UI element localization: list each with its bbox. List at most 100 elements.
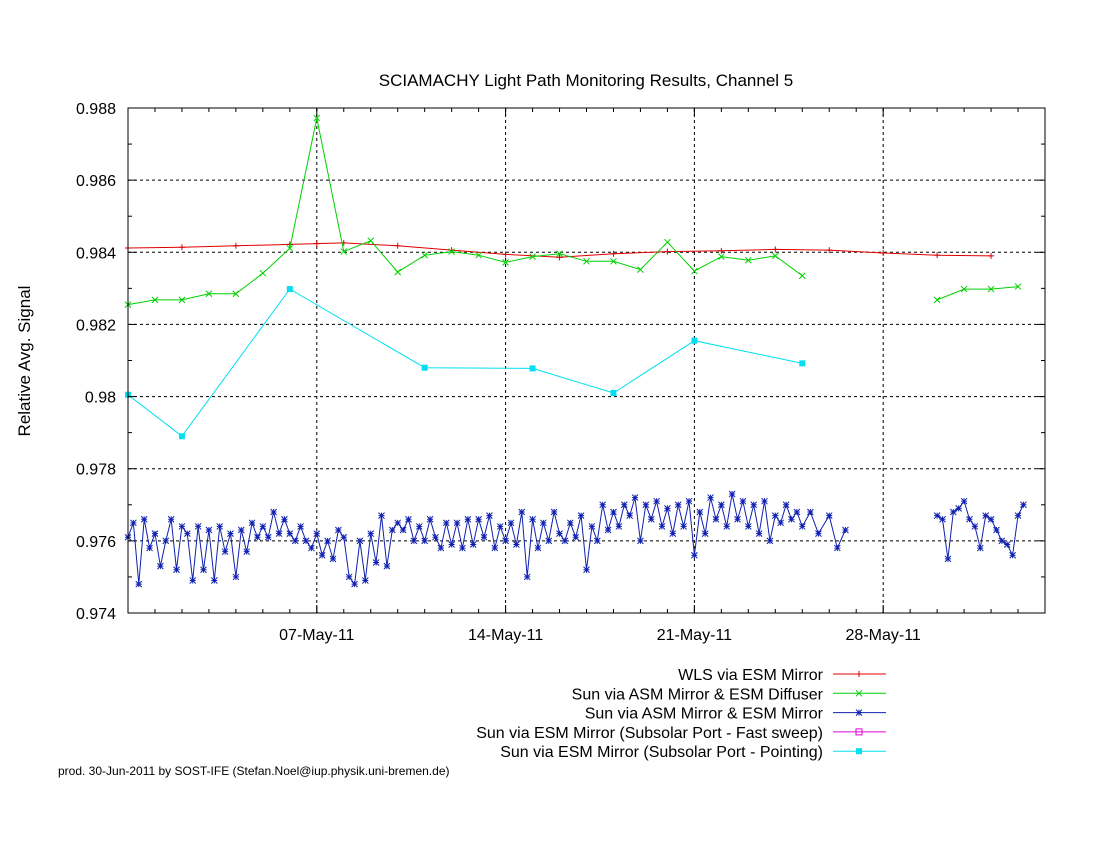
data-point (772, 246, 779, 253)
data-point (173, 566, 180, 574)
data-point (459, 544, 466, 552)
data-point (583, 257, 590, 265)
legend-label: Sun via ASM Mirror & ESM Diffuser (572, 686, 824, 703)
data-point (178, 433, 185, 440)
data-point (691, 267, 698, 275)
data-point (583, 566, 590, 574)
data-point (340, 533, 348, 541)
data-point (394, 519, 402, 527)
data-point (523, 573, 531, 581)
data-point (178, 296, 186, 304)
data-point (529, 253, 536, 260)
data-point (664, 248, 671, 255)
data-point (593, 537, 601, 545)
data-point (275, 530, 283, 537)
y-tick-label: 0.984 (76, 245, 116, 262)
data-point (491, 544, 499, 552)
y-tick-label: 0.978 (76, 462, 116, 479)
data-point (529, 365, 536, 372)
data-point (194, 523, 202, 530)
data-point (1020, 501, 1027, 509)
data-point (140, 515, 148, 523)
data-point (313, 530, 321, 537)
data-point (286, 286, 293, 293)
data-point (960, 285, 968, 293)
data-point (529, 515, 536, 523)
data-point (167, 515, 175, 523)
data-point (421, 364, 428, 371)
data-point (718, 247, 725, 254)
data-point (151, 296, 159, 304)
data-point (480, 533, 488, 541)
data-point (297, 523, 304, 530)
data-point (415, 523, 423, 530)
data-point (259, 269, 267, 277)
x-tick-label: 21-May-11 (657, 627, 732, 644)
data-point (826, 247, 833, 254)
data-point (264, 533, 272, 541)
data-point (798, 272, 806, 280)
data-point (1009, 551, 1016, 559)
data-point (771, 512, 779, 519)
data-point (394, 242, 401, 249)
data-point (335, 526, 342, 534)
data-point (399, 526, 407, 534)
data-point (486, 512, 493, 519)
data-point (367, 237, 375, 245)
data-point (966, 515, 973, 523)
data-point (944, 555, 952, 563)
data-point (340, 248, 348, 255)
data-point (232, 573, 240, 581)
data-point (998, 537, 1006, 545)
data-point (318, 551, 326, 559)
data-point (227, 530, 234, 537)
data-point (610, 508, 617, 516)
data-point (691, 337, 698, 344)
data-point (183, 530, 191, 537)
data-point (856, 671, 862, 677)
data-point (405, 515, 412, 523)
data-point (351, 580, 358, 588)
data-point (469, 541, 477, 548)
data-point (933, 512, 941, 519)
data-point (432, 533, 439, 541)
y-tick-label: 0.974 (76, 606, 116, 623)
data-point (502, 251, 509, 258)
data-point (971, 523, 979, 530)
data-point (254, 533, 261, 541)
data-point (232, 242, 239, 249)
legend-label: Sun via ESM Mirror (Subsolar Port - Fast… (476, 725, 823, 742)
data-point (728, 490, 736, 498)
data-point (723, 523, 731, 530)
y-tick-label: 0.98 (85, 390, 116, 407)
grid (128, 108, 1045, 613)
data-point (178, 523, 186, 530)
data-point (653, 497, 660, 505)
data-point (674, 501, 682, 509)
legend-label: Sun via ESM Mirror (Subsolar Port - Poin… (500, 744, 823, 761)
data-point (496, 523, 504, 530)
data-point (216, 523, 224, 530)
data-point (807, 508, 814, 516)
data-point (324, 537, 331, 545)
data-point (842, 526, 849, 534)
data-point (388, 526, 396, 534)
data-point (734, 515, 741, 523)
data-point (513, 541, 520, 548)
data-point (976, 544, 984, 552)
data-point (960, 497, 968, 505)
data-point (1003, 541, 1011, 548)
data-point (383, 562, 391, 570)
data-point (421, 251, 429, 259)
data-point (610, 389, 617, 396)
series-line (936, 286, 1019, 301)
data-point (475, 251, 482, 259)
data-point (933, 296, 941, 304)
data-point (717, 501, 725, 509)
data-point (815, 530, 822, 537)
y-tick-label: 0.976 (76, 534, 116, 551)
data-point (855, 728, 863, 736)
data-point (345, 573, 353, 581)
x-tick-label: 14-May-11 (468, 627, 543, 644)
